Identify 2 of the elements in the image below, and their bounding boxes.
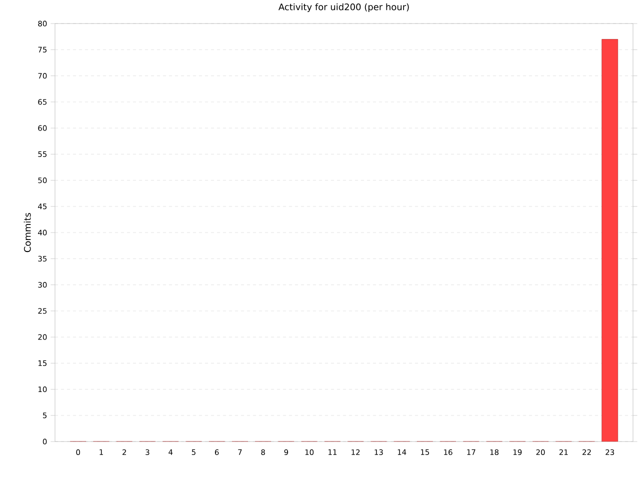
chart-title: Activity for uid200 (per hour)	[278, 4, 409, 12]
y-axis-title: Commits	[24, 213, 31, 252]
